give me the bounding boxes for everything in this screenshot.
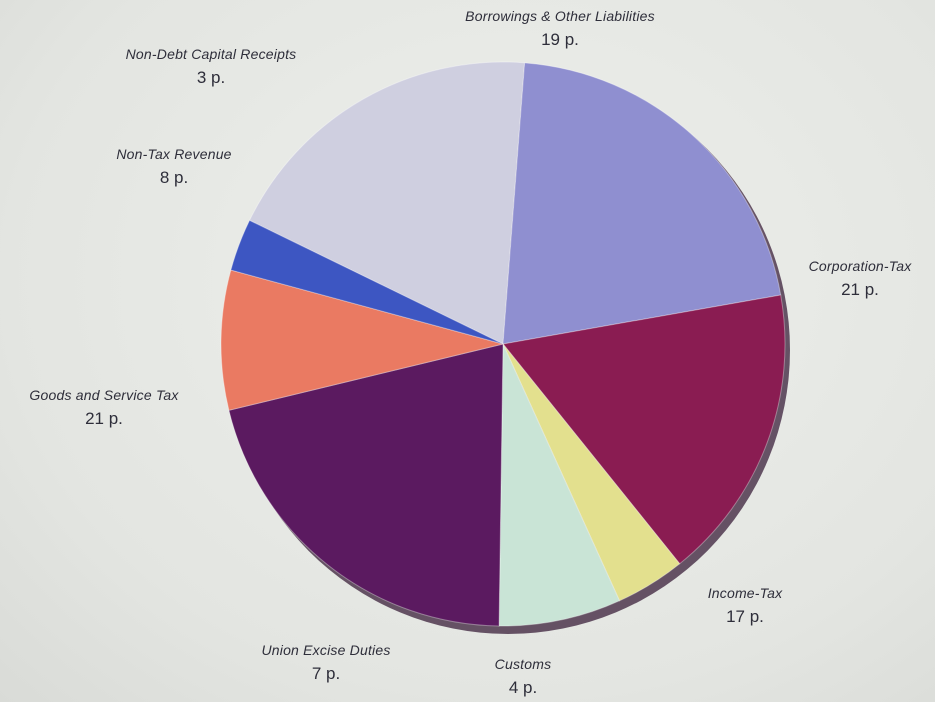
slice-value: 4 p. (508, 678, 538, 697)
slice-value: 7 p. (311, 664, 341, 683)
slice-label-union-excise-duties: Union Excise Duties 7 p. (261, 642, 390, 684)
slice-name: Non-Tax Revenue (116, 146, 232, 162)
slice-value: 17 p. (726, 607, 764, 626)
slice-name: Borrowings & Other Liabilities (465, 8, 655, 24)
slice-value: 21 p. (85, 409, 123, 428)
slice-label-income-tax: Income-Tax 17 p. (708, 585, 783, 627)
pie-slice-customs (502, 343, 681, 602)
slice-label-goods-and-service-tax: Goods and Service Tax 21 p. (29, 387, 178, 429)
pie-slice-income-tax (502, 294, 786, 565)
slice-name: Corporation-Tax (808, 258, 912, 274)
slice-name: Union Excise Duties (261, 642, 391, 658)
pie-slice-non-debt-capital-receipts (230, 219, 504, 345)
pie-slice-non-tax-revenue (220, 269, 504, 411)
slice-value: 19 p. (541, 30, 579, 49)
slice-label-corporation-tax: Corporation-Tax 21 p. (809, 258, 912, 300)
pie-slices (220, 61, 786, 627)
slice-name: Customs (494, 656, 552, 672)
pie-slice-corporation-tax (502, 62, 782, 345)
slice-label-non-debt-capital-receipts: Non-Debt Capital Receipts 3 p. (126, 46, 297, 88)
slice-name: Non-Debt Capital Receipts (125, 46, 297, 62)
slice-label-customs: Customs 4 p. (495, 656, 552, 698)
slice-label-borrowings: Borrowings & Other Liabilities 19 p. (465, 8, 655, 50)
slice-value: 21 p. (841, 280, 879, 299)
slice-value: 3 p. (196, 68, 226, 87)
pie-slice-union-excise-duties (498, 343, 621, 627)
slice-name: Goods and Service Tax (29, 387, 179, 403)
slice-label-non-tax-revenue: Non-Tax Revenue 8 p. (116, 146, 231, 188)
pie-slice-borrowings-other-liabilities (248, 61, 526, 345)
slice-name: Income-Tax (707, 585, 783, 601)
slice-value: 8 p. (159, 168, 189, 187)
pie-slice-goods-and-service-tax (228, 343, 504, 627)
